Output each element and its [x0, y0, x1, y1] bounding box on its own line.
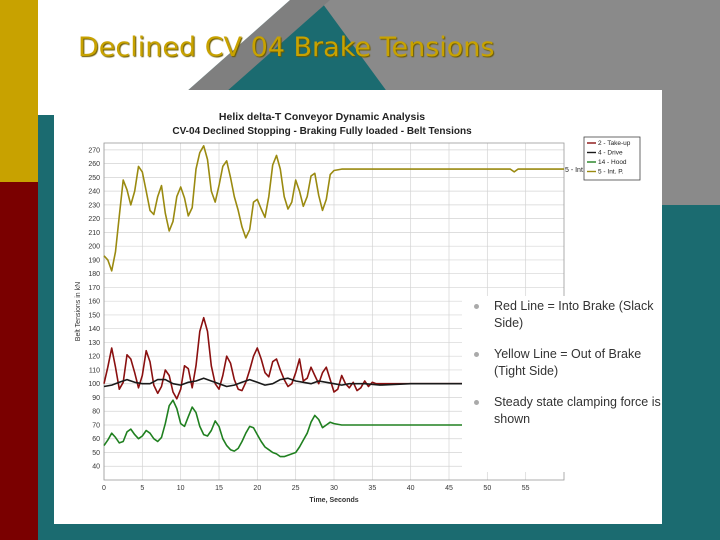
y-tick-label: 260 [88, 161, 100, 168]
chart-legend: 2 - Take-up 4 - Drive 14 - Hood 5 - Int. P. [583, 136, 641, 181]
bullet-text: Red Line = Into Brake (Slack Side) [494, 299, 654, 330]
x-tick-label: 20 [253, 485, 261, 492]
series-annotation: 5 - Int. P. [565, 167, 593, 174]
y-tick-label: 180 [88, 271, 100, 278]
bullet-text: Yellow Line = Out of Brake (Tight Side) [494, 347, 642, 378]
x-axis-label: Time, Seconds [309, 497, 358, 504]
y-tick-label: 140 [88, 326, 100, 333]
x-tick-label: 0 [102, 485, 106, 492]
y-tick-label: 230 [88, 202, 100, 209]
bullet-list: Red Line = Into Brake (Slack Side) Yello… [462, 296, 662, 472]
legend-entry: 14 - Hood [598, 159, 627, 166]
y-tick-label: 110 [89, 367, 100, 374]
y-tick-label: 100 [88, 381, 100, 388]
y-tick-label: 220 [88, 216, 100, 223]
slide-title: Declined CV 04 Brake Tensions [78, 32, 495, 63]
y-tick-label: 170 [88, 285, 100, 292]
chart-panel: Helix delta-T Conveyor Dynamic Analysis … [54, 90, 662, 524]
y-axis-ticks: 40 50 60 70 80 90 100 110 120 130 140 150 160 170 180 1… [88, 147, 100, 470]
legend-entry: 5 - Int. P. [598, 169, 624, 176]
y-tick-label: 200 [88, 244, 100, 251]
series-line [103, 399, 564, 458]
y-tick-label: 50 [92, 450, 100, 457]
y-tick-label: 70 [92, 422, 100, 429]
bullet-item: Yellow Line = Out of Brake (Tight Side) [462, 346, 662, 380]
y-tick-label: 90 [92, 395, 100, 402]
y-tick-label: 270 [88, 147, 100, 154]
bullet-item: Red Line = Into Brake (Slack Side) [462, 298, 662, 332]
x-tick-label: 5 [140, 485, 144, 492]
legend-box [583, 136, 641, 181]
x-tick-label: 55 [522, 485, 530, 492]
y-tick-label: 250 [88, 175, 100, 182]
y-tick-label: 210 [88, 230, 100, 237]
x-tick-label: 25 [292, 485, 300, 492]
bullet-item: Steady state clamping force is shown [462, 394, 662, 428]
x-tick-label: 40 [407, 485, 415, 492]
bullet-dot-icon [474, 304, 479, 309]
series-line [103, 316, 564, 400]
x-axis-ticks: 0 5 10 15 20 25 30 35 40 45 50 55 [102, 485, 530, 492]
bullet-text: Steady state clamping force is shown [494, 395, 661, 426]
series-line [103, 144, 564, 272]
y-tick-label: 60 [92, 436, 100, 443]
y-tick-label: 150 [88, 312, 100, 319]
y-tick-label: 190 [88, 257, 100, 264]
y-tick-label: 80 [92, 409, 100, 416]
chart-subtitle: CV-04 Declined Stopping - Braking Fully … [172, 126, 472, 137]
x-tick-label: 30 [330, 485, 338, 492]
x-tick-label: 15 [215, 485, 223, 492]
x-tick-label: 50 [483, 485, 491, 492]
chart-series [103, 144, 565, 458]
y-axis-label: Belt Tensions in kN [75, 282, 82, 341]
chart-title: Helix delta-T Conveyor Dynamic Analysis [219, 111, 425, 123]
y-tick-label: 120 [88, 354, 100, 361]
x-tick-label: 45 [445, 485, 453, 492]
y-tick-label: 160 [88, 299, 100, 306]
x-tick-label: 35 [368, 485, 376, 492]
y-tick-label: 240 [88, 189, 100, 196]
series-line [103, 377, 565, 388]
legend-entry: 4 - Drive [598, 150, 623, 157]
x-tick-label: 10 [177, 485, 185, 492]
bullet-dot-icon [474, 352, 479, 357]
legend-entry: 2 - Take-up [598, 140, 631, 147]
y-tick-label: 40 [92, 464, 100, 471]
bullet-dot-icon [474, 400, 479, 405]
y-tick-label: 130 [88, 340, 100, 347]
